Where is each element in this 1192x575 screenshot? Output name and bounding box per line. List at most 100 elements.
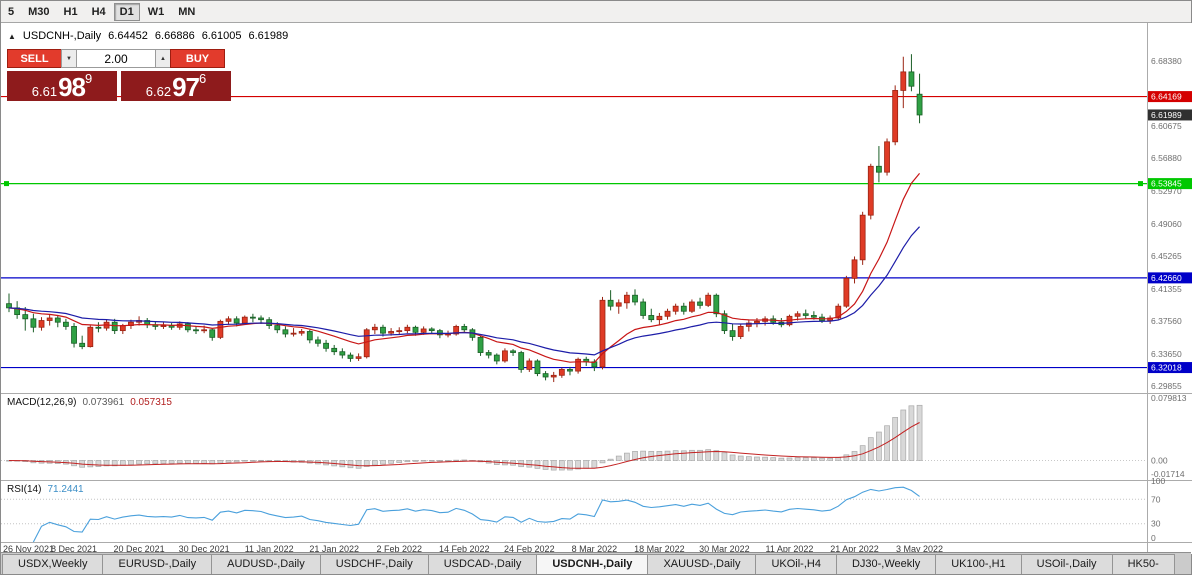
tab-usdcad-daily[interactable]: USDCAD-,Daily	[427, 554, 538, 574]
candle-body	[428, 328, 435, 332]
price-badge-label: 6.53845	[1151, 179, 1182, 189]
candle-body	[233, 318, 240, 324]
candle-body	[851, 259, 858, 279]
candle-body	[6, 303, 12, 309]
candle-body	[209, 329, 216, 338]
macd-histogram-bar	[372, 460, 378, 466]
quote-row: 6.61 98 9 6.62 97 6	[7, 71, 231, 101]
candle-body	[575, 358, 581, 372]
timeframe-m30[interactable]: M30	[22, 3, 55, 21]
macd-histogram-bar	[128, 460, 134, 466]
tab-usoil-daily[interactable]: USOil-,Daily	[1020, 554, 1113, 574]
candle-body	[95, 326, 102, 329]
candle-body	[87, 326, 94, 348]
sell-button[interactable]: SELL	[7, 49, 62, 68]
timeframe-5[interactable]: 5	[2, 3, 20, 21]
macd-histogram-bar	[729, 454, 736, 461]
candle-body	[363, 329, 370, 358]
ask-big-digits: 97	[172, 72, 200, 102]
price-axis-label: 6.45265	[1151, 251, 1182, 261]
one-click-trading-panel: SELL ▼ ▲ BUY 6.61 98 9 6.62 97 6	[7, 49, 231, 101]
candle-body	[404, 326, 411, 332]
macd-histogram-bar	[591, 460, 598, 469]
macd-histogram-bar	[737, 455, 744, 461]
candle-body	[754, 320, 760, 324]
price-axis-label: 6.49060	[1151, 219, 1182, 229]
candle-body	[201, 329, 208, 332]
rsi-value: 71.2441	[47, 484, 84, 495]
macd-histogram-bar	[900, 409, 907, 461]
macd-histogram-bar	[770, 457, 777, 461]
hline-handle[interactable]	[4, 181, 9, 187]
tab-ukoil-h4[interactable]: UKOil-,H4	[755, 554, 837, 574]
candle-body	[30, 318, 37, 328]
sell-price-display[interactable]: 6.61 98 9	[7, 71, 117, 101]
tab-usdx-weekly[interactable]: USDX,Weekly	[2, 554, 104, 574]
candle-body	[737, 326, 744, 337]
tab-dj30-weekly[interactable]: DJ30-,Weekly	[835, 554, 937, 574]
price-badge	[1148, 91, 1192, 103]
macd-histogram-bar	[575, 460, 581, 470]
tab-usdchf-daily[interactable]: USDCHF-,Daily	[319, 554, 429, 574]
chart-window: 6.68380 6.60675 6.56880 6.52970 6.49060 6.452…	[1, 23, 1192, 574]
macd-histogram-bar	[111, 460, 118, 467]
timeframe-toolbar: 5 M30 H1 H4 D1 W1 MN	[1, 1, 1191, 23]
macd-histogram-bar	[689, 449, 695, 461]
price-badge	[1148, 362, 1192, 374]
price-axis-label: 6.29855	[1151, 381, 1182, 391]
tab-hk50[interactable]: HK50-	[1111, 554, 1175, 574]
date-label: 26 Nov 2021	[3, 544, 54, 554]
buy-price-display[interactable]: 6.62 97 6	[121, 71, 231, 101]
timeframe-h1[interactable]: H1	[58, 3, 84, 21]
timeframe-d1[interactable]: D1	[113, 2, 140, 21]
timeframe-w1[interactable]: W1	[142, 3, 171, 21]
candle-body	[111, 321, 118, 332]
macd-histogram-bar	[160, 460, 167, 464]
chart-background[interactable]	[1, 23, 1192, 554]
bid-big-digits: 98	[58, 72, 86, 102]
rsi-indicator-header: RSI(14) 71.2441	[7, 484, 84, 495]
candle-body	[258, 317, 264, 321]
price-badge	[1148, 109, 1192, 121]
macd-histogram-bar	[437, 460, 443, 462]
date-label: 21 Jan 2022	[309, 544, 359, 554]
macd-histogram-bar	[266, 460, 273, 462]
date-label: 2 Feb 2022	[376, 544, 422, 554]
tab-xauusd-daily[interactable]: XAUUSD-,Daily	[647, 554, 757, 574]
macd-histogram-bar	[233, 460, 240, 463]
macd-axis-label: -0.01714	[1151, 469, 1185, 479]
tab-usdcnh-daily[interactable]: USDCNH-,Daily	[536, 554, 649, 574]
candle-body	[648, 315, 655, 321]
candle-body	[567, 369, 573, 372]
candle-body	[656, 315, 663, 321]
candle-body	[680, 305, 687, 312]
candle-body	[835, 305, 842, 319]
macd-histogram-bar	[176, 460, 183, 464]
candle-body	[339, 351, 346, 356]
candle-body	[908, 71, 915, 87]
timeframe-mn[interactable]: MN	[172, 3, 201, 21]
candle-body	[810, 315, 817, 318]
candle-body	[689, 301, 695, 312]
tab-uk100-h1[interactable]: UK100-,H1	[935, 554, 1022, 574]
buy-button[interactable]: BUY	[170, 49, 225, 68]
volume-decrease-button[interactable]: ▼	[61, 49, 77, 68]
hline-handle[interactable]	[1138, 181, 1143, 187]
candle-body	[493, 354, 500, 362]
candle-body	[713, 294, 720, 315]
candle-body	[705, 294, 712, 306]
candle-body	[672, 305, 679, 312]
collapse-arrow-icon[interactable]: ▲	[8, 32, 16, 41]
timeframe-h4[interactable]: H4	[86, 3, 112, 21]
macd-histogram-bar	[396, 460, 403, 463]
ohlc-close: 6.61989	[248, 30, 289, 42]
macd-histogram-bar	[697, 449, 703, 461]
volume-increase-button[interactable]: ▲	[155, 49, 171, 68]
macd-histogram-bar	[802, 457, 809, 461]
price-chart-canvas[interactable]: 6.68380 6.60675 6.56880 6.52970 6.49060 6.452…	[1, 23, 1192, 554]
volume-input[interactable]	[76, 49, 156, 68]
macd-histogram-bar	[136, 460, 142, 465]
candle-body	[453, 326, 460, 335]
tab-eurusd-daily[interactable]: EURUSD-,Daily	[102, 554, 213, 574]
tab-audusd-daily[interactable]: AUDUSD-,Daily	[211, 554, 321, 574]
